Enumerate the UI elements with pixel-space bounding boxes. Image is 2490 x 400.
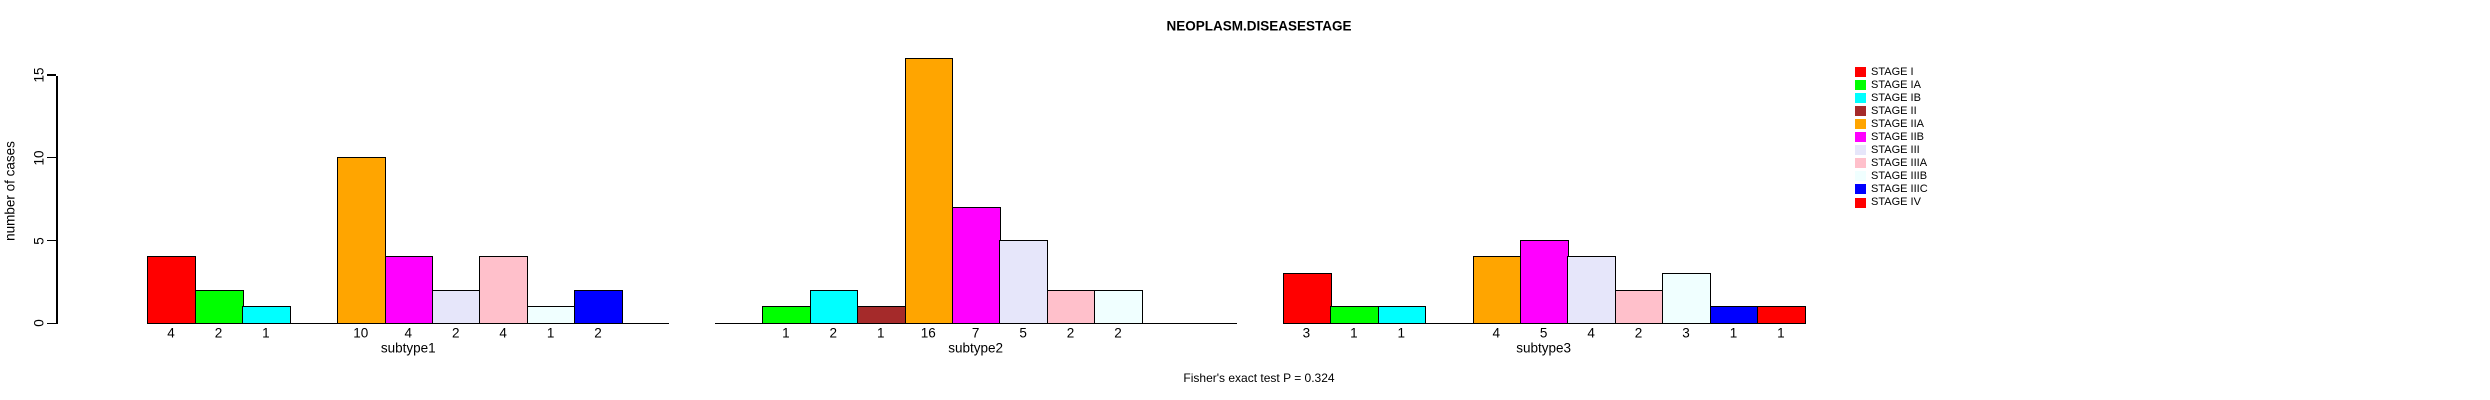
y-tick-label: 5 [31, 236, 46, 245]
bar-value-label: 1 [877, 325, 885, 340]
legend-label: STAGE IIIC [1871, 182, 1928, 195]
bar-value-label: 7 [971, 325, 980, 340]
bar-subtype2-stage-ib [809, 289, 859, 324]
legend-swatch-stage-iiia [1855, 158, 1866, 169]
legend-label: STAGE IIIA [1871, 156, 1928, 169]
bar-value-label: 16 [920, 325, 936, 340]
bar-value-label: 1 [782, 325, 790, 340]
bar-value-label: 2 [594, 325, 602, 340]
bar-subtype3-stage-iiia [1614, 289, 1664, 324]
bar-subtype3-stage-iii [1567, 256, 1617, 324]
bar-value-label: 4 [1492, 325, 1500, 340]
y-tick-label: 15 [31, 67, 46, 83]
bar-subtype2-stage-iii [999, 239, 1049, 324]
bar-subtype3-stage-iiib [1662, 272, 1712, 324]
bar-value-label: 5 [1539, 325, 1548, 340]
bar-subtype3-stage-ia [1330, 306, 1379, 324]
bar-subtype3-stage-iv [1757, 306, 1807, 324]
bar-subtype2-stage-ia [762, 306, 811, 324]
bar-subtype1-stage-ia [194, 289, 244, 324]
bar-value-label: 4 [167, 325, 175, 340]
legend-swatch-stage-iia [1855, 119, 1866, 130]
bar-subtype3-stage-iia [1472, 256, 1522, 324]
bar-value-label: 1 [1777, 325, 1785, 340]
bar-value-label: 2 [1066, 325, 1075, 340]
annotation-fisher-test: Fisher's exact test P = 0.324 [1183, 371, 1335, 385]
bar-subtype1-stage-iiia [479, 256, 529, 324]
legend-label: STAGE IV [1871, 196, 1921, 208]
legend-swatch-stage-ii [1855, 106, 1866, 117]
legend-label: STAGE IB [1871, 91, 1921, 104]
bar-value-label: 5 [1019, 325, 1027, 340]
bar-subtype2-stage-iia [904, 57, 954, 324]
bar-value-label: 1 [1397, 325, 1406, 340]
bar-value-label: 2 [829, 325, 838, 340]
legend-swatch-stage-iv [1855, 197, 1866, 208]
bar-subtype1-stage-iii [432, 289, 481, 324]
bar-subtype3-stage-iib [1519, 239, 1569, 324]
bar-value-label: 2 [214, 325, 223, 340]
bar-value-label: 2 [1114, 325, 1122, 340]
bar-subtype2-stage-iiib [1094, 289, 1144, 324]
legend-swatch-stage-iii [1855, 145, 1866, 156]
bar-value-label: 2 [1634, 325, 1643, 340]
bar-subtype1-stage-iib [384, 256, 434, 324]
bar-subtype2-stage-iiia [1046, 289, 1096, 324]
y-axis-tick [47, 74, 57, 76]
legend-swatch-stage-iib [1855, 132, 1866, 143]
legend-label: STAGE IIB [1871, 130, 1924, 143]
legend-swatch-stage-ia [1855, 80, 1866, 91]
bar-value-label: 4 [404, 325, 413, 340]
legend-label: STAGE IIA [1871, 117, 1924, 130]
bar-value-label: 10 [353, 325, 369, 340]
legend-swatch-stage-iiic [1855, 184, 1866, 195]
bar-subtype3-stage-i [1282, 272, 1332, 324]
y-axis-tick [47, 239, 57, 242]
group-label-subtype2: subtype2 [948, 340, 1004, 356]
bar-subtype2-stage-iib [951, 206, 1001, 324]
y-axis-tick [47, 157, 57, 159]
bar-value-label: 1 [546, 325, 555, 340]
y-axis-tick [47, 322, 57, 324]
bar-subtype1-stage-iia [337, 157, 386, 324]
bar-value-label: 4 [1587, 325, 1595, 340]
bar-value-label: 1 [1729, 325, 1738, 340]
y-tick-label: 10 [31, 150, 46, 166]
bar-subtype3-stage-ib [1377, 306, 1427, 324]
bar-value-label: 1 [262, 325, 270, 340]
y-axis-title: number of cases [2, 141, 18, 241]
bar-value-label: 4 [499, 325, 507, 340]
bar-subtype1-stage-ib [242, 306, 292, 324]
bar-subtype1-stage-i [147, 256, 197, 324]
bar-subtype3-stage-iiic [1709, 306, 1759, 324]
y-tick-label: 0 [31, 319, 46, 328]
legend-swatch-stage-ib [1855, 93, 1866, 104]
chart-title: NEOPLASM.DISEASESTAGE [1166, 18, 1352, 34]
y-axis-line [56, 75, 58, 324]
group-label-subtype3: subtype3 [1516, 340, 1572, 356]
bar-value-label: 2 [451, 325, 460, 340]
legend-label: STAGE I [1871, 65, 1914, 78]
bar-subtype1-stage-iiic [574, 289, 624, 324]
bar-value-label: 3 [1682, 325, 1690, 340]
legend-label: STAGE IA [1871, 78, 1921, 91]
legend-swatch-stage-iiib [1855, 171, 1866, 182]
group-label-subtype1: subtype1 [380, 340, 436, 356]
bar-subtype1-stage-iiib [526, 306, 576, 324]
legend-label: STAGE IIIB [1871, 169, 1928, 182]
bar-value-label: 1 [1350, 325, 1358, 340]
bar-subtype2-stage-ii [857, 306, 906, 324]
legend-swatch-stage-i [1855, 67, 1866, 77]
bar-value-label: 3 [1302, 325, 1311, 340]
legend-label: STAGE II [1871, 104, 1917, 117]
legend-label: STAGE III [1871, 143, 1920, 156]
